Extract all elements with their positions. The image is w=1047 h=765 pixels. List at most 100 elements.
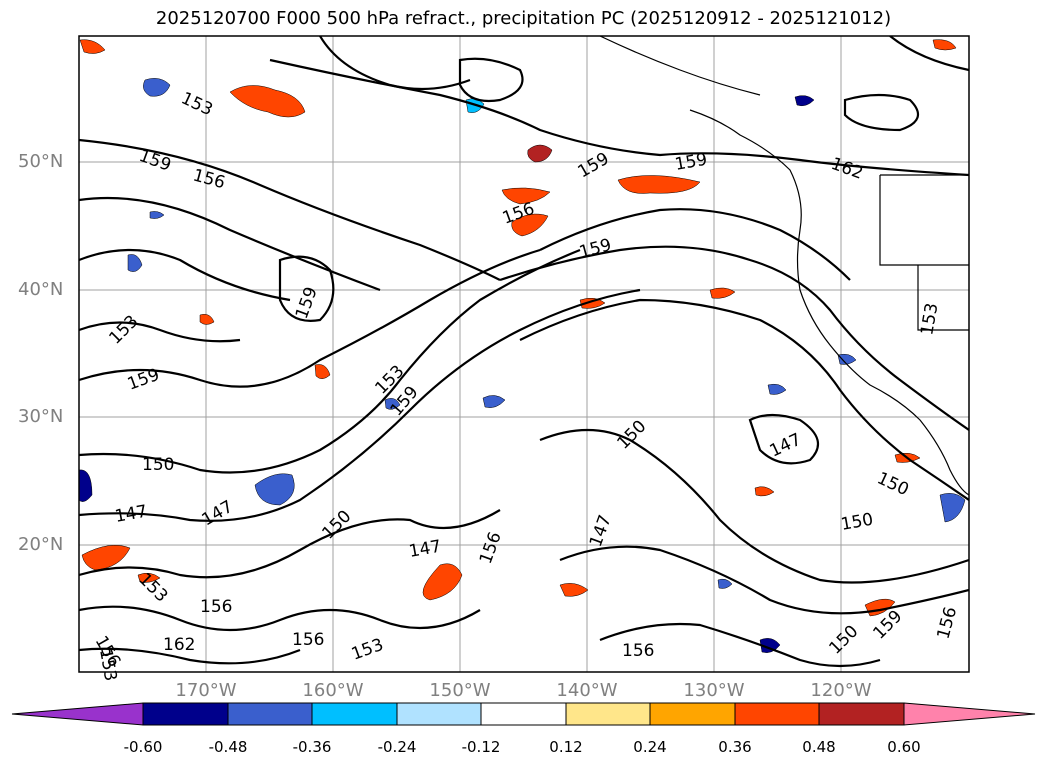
precip-patch <box>482 395 506 408</box>
contour-label: 153 <box>95 647 120 682</box>
precip-patch <box>229 85 306 118</box>
precip-patch <box>199 314 215 325</box>
precip-patch <box>527 144 553 163</box>
contour-line <box>599 622 881 668</box>
contour-line <box>539 428 969 584</box>
colorbar-swatch <box>818 702 905 726</box>
colorbar-tick-label: 0.48 <box>802 738 836 756</box>
map-area <box>79 36 969 672</box>
lon-label-160w: 160°W <box>302 680 364 701</box>
precip-positive <box>79 39 957 617</box>
lon-label-120w: 120°W <box>810 680 872 701</box>
contour-line <box>843 93 920 132</box>
colorbar-tick-label: 0.36 <box>718 738 752 756</box>
colorbar-tick-label: 0.60 <box>887 738 921 756</box>
colorbar-swatch <box>480 702 567 726</box>
precip-patch <box>794 95 815 107</box>
contour-line <box>79 647 301 665</box>
precip-patch <box>717 578 733 589</box>
precip-patch <box>709 287 736 299</box>
colorbar-swatch <box>311 702 398 726</box>
precip-patch <box>939 493 966 523</box>
precip-patch <box>754 486 775 497</box>
precip-patch <box>617 175 701 194</box>
contour-line <box>79 288 641 522</box>
precip-patch <box>559 583 589 597</box>
contour-line <box>559 545 969 615</box>
colorbar-swatch <box>649 702 736 726</box>
colorbar-swatch <box>142 702 229 726</box>
contour-line <box>889 36 969 72</box>
contour-line <box>539 208 851 281</box>
contour-line <box>79 509 501 579</box>
contour-line <box>458 57 524 103</box>
colorbar-tick-label: -0.12 <box>461 738 501 756</box>
contour-label: 156 <box>292 630 324 650</box>
map-title: 2025120700 F000 500 hPa refract., precip… <box>155 8 892 29</box>
colorbar-swatch <box>396 702 482 726</box>
contour-line <box>79 248 541 388</box>
colorbar-extend-low <box>11 702 144 726</box>
contour-line <box>79 248 291 302</box>
colorbar-tick-label: -0.60 <box>123 738 163 756</box>
colorbar <box>11 702 1036 726</box>
precip-patch <box>837 353 857 365</box>
precip-patch <box>759 638 781 653</box>
lat-label-20n: 20°N <box>18 534 64 555</box>
precip-patch <box>501 187 551 205</box>
contour-line <box>79 138 501 281</box>
map-frame <box>78 35 970 673</box>
precip-patch <box>254 473 295 506</box>
colorbar-swatch <box>227 702 313 726</box>
lat-label-50n: 50°N <box>18 151 64 172</box>
contour-line <box>748 413 820 465</box>
contour-line <box>79 321 241 343</box>
lat-label-30n: 30°N <box>18 406 64 427</box>
lon-label-130w: 130°W <box>683 680 745 701</box>
lon-label-140w: 140°W <box>556 680 618 701</box>
contour-label: 156 <box>622 641 654 661</box>
contour-line <box>278 255 335 322</box>
lon-label-170w: 170°W <box>175 680 237 701</box>
colorbar-swatch <box>734 702 820 726</box>
colorbar-tick-label: 0.12 <box>549 738 583 756</box>
contour-line <box>519 298 969 501</box>
precip-patch <box>422 563 463 601</box>
colorbar-tick-label: 0.24 <box>633 738 667 756</box>
lon-label-150w: 150°W <box>429 680 491 701</box>
border-line <box>879 174 969 331</box>
precip-patch <box>127 254 143 272</box>
colorbar-tick-label: -0.48 <box>208 738 248 756</box>
coastline-path <box>689 109 969 496</box>
contour-line <box>79 248 581 474</box>
precip-patch <box>137 572 161 583</box>
precip-patch <box>81 544 131 571</box>
precip-patch <box>79 39 106 54</box>
precip-patch <box>143 78 171 97</box>
contour-line <box>79 196 381 292</box>
coastline <box>599 36 969 496</box>
colorbar-tick-label: -0.36 <box>292 738 332 756</box>
precip-patch <box>79 469 93 502</box>
contour-line <box>499 245 969 431</box>
contour-label: 156 <box>200 597 232 617</box>
contour-label: 162 <box>163 635 195 655</box>
precip-patch <box>149 211 165 219</box>
precip-patch <box>579 297 606 309</box>
precip-patch <box>384 398 401 410</box>
coastline-path <box>599 36 761 96</box>
colorbar-tick-label: -0.24 <box>377 738 417 756</box>
contour-label: 150 <box>142 455 174 475</box>
contour-line <box>319 36 471 91</box>
precip-negative <box>79 78 966 653</box>
lat-label-40n: 40°N <box>18 279 64 300</box>
precip-patch <box>932 39 957 51</box>
precip-patch <box>314 364 331 379</box>
colorbar-extend-high <box>903 702 1036 726</box>
refractivity-contours <box>79 36 969 668</box>
contour-line <box>79 605 481 632</box>
precip-patch <box>511 213 549 237</box>
precip-patch <box>767 383 787 395</box>
colorbar-swatch <box>565 702 651 726</box>
